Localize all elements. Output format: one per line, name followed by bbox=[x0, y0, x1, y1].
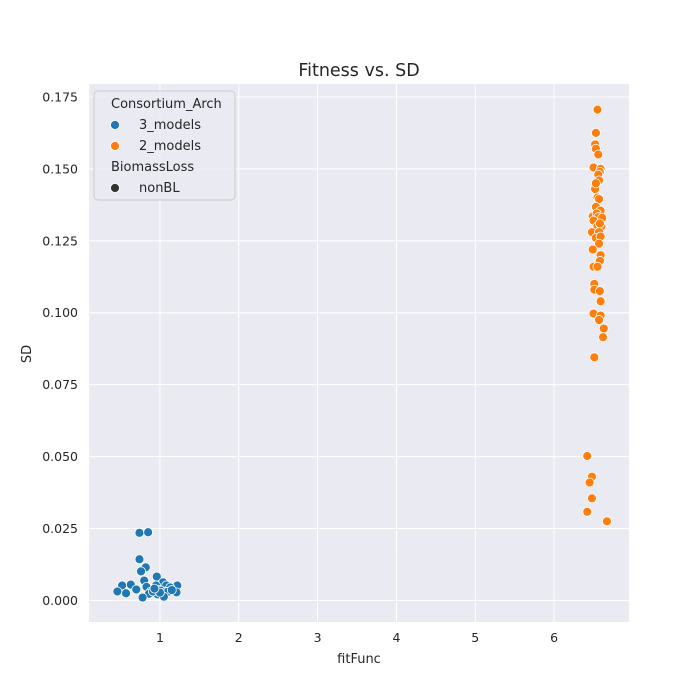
x-tick-label: 4 bbox=[392, 630, 400, 645]
data-point bbox=[584, 477, 595, 488]
data-point bbox=[582, 506, 593, 517]
data-point bbox=[590, 178, 601, 189]
y-tick-label: 0.150 bbox=[42, 161, 78, 176]
data-point bbox=[134, 527, 145, 538]
y-tick-label: 0.175 bbox=[42, 89, 78, 104]
x-tick-label: 3 bbox=[314, 630, 322, 645]
data-point bbox=[595, 296, 606, 307]
legend-box bbox=[93, 90, 236, 201]
data-point bbox=[593, 149, 604, 160]
y-tick-label: 0.125 bbox=[42, 233, 78, 248]
legend-marker-3-models bbox=[110, 120, 120, 130]
x-tick-labels: 1 2 3 4 5 6 bbox=[156, 630, 558, 645]
x-tick-label: 5 bbox=[471, 630, 479, 645]
x-tick-label: 2 bbox=[235, 630, 243, 645]
x-axis-label: fitFunc bbox=[337, 652, 381, 667]
series-3-models bbox=[112, 527, 183, 603]
legend-label-2-models: 2_models bbox=[139, 139, 201, 154]
data-point bbox=[589, 352, 600, 363]
data-points bbox=[112, 104, 612, 603]
data-point bbox=[594, 238, 604, 249]
legend-style-title: BiomassLoss bbox=[111, 160, 194, 175]
data-point bbox=[594, 315, 604, 325]
data-point bbox=[166, 585, 177, 595]
data-point bbox=[149, 583, 160, 594]
data-point bbox=[112, 586, 123, 597]
data-point bbox=[598, 332, 608, 343]
data-point bbox=[598, 323, 609, 334]
gridlines bbox=[89, 84, 629, 622]
legend: Consortium_Arch 3_models 2_models Biomas… bbox=[93, 90, 236, 201]
series-2-models bbox=[582, 104, 612, 527]
data-point bbox=[594, 286, 605, 297]
y-tick-label: 0.050 bbox=[42, 449, 78, 464]
data-point bbox=[592, 104, 603, 115]
data-point bbox=[143, 527, 154, 538]
y-tick-label: 0.100 bbox=[42, 305, 78, 320]
data-point bbox=[131, 584, 142, 595]
x-tick-label: 6 bbox=[550, 630, 558, 645]
data-point bbox=[582, 451, 593, 461]
y-axis-label: SD bbox=[20, 345, 35, 363]
data-point bbox=[136, 566, 146, 577]
data-point bbox=[592, 261, 603, 272]
x-tick-label: 1 bbox=[156, 630, 164, 645]
data-point bbox=[602, 516, 612, 527]
data-point bbox=[590, 128, 601, 138]
data-point bbox=[594, 218, 605, 229]
y-tick-label: 0.075 bbox=[42, 377, 78, 392]
data-point bbox=[134, 554, 145, 565]
y-tick-label: 0.025 bbox=[42, 521, 78, 536]
data-point bbox=[587, 244, 598, 255]
y-tick-labels: 0.000 0.025 0.050 0.075 0.100 0.125 0.150 0.175 bbox=[42, 89, 78, 607]
data-point bbox=[137, 592, 148, 603]
legend-marker-2-models bbox=[110, 141, 120, 151]
data-point bbox=[121, 588, 131, 599]
data-point bbox=[587, 493, 597, 504]
chart-title: Fitness vs. SD bbox=[298, 61, 419, 81]
y-tick-label: 0.000 bbox=[42, 593, 78, 608]
legend-label-nonbl: nonBL bbox=[139, 181, 180, 196]
legend-hue-title: Consortium_Arch bbox=[111, 97, 222, 112]
legend-marker-nonbl bbox=[110, 183, 120, 193]
legend-label-3-models: 3_models bbox=[139, 118, 201, 133]
